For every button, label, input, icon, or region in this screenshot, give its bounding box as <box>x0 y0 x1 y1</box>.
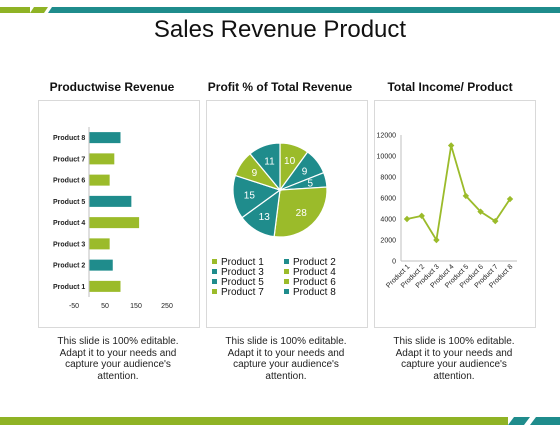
legend-item: Product 2 <box>284 257 336 268</box>
caption-line: capture your audience's <box>233 359 339 370</box>
pie-data-label: 13 <box>259 212 271 223</box>
caption-line: This slide is 100% editable. <box>57 336 179 347</box>
bar-category-label: Product 7 <box>53 156 85 163</box>
line-chart-panel: 0 2000 4000 6000 8000 10000 12000 Product 1 Prod… <box>374 100 536 328</box>
bar <box>89 238 110 250</box>
legend-swatch <box>284 288 289 294</box>
caption-line: attention. <box>265 370 307 382</box>
slide-title: Sales Revenue Product <box>153 16 407 43</box>
bar-category-label: Product 6 <box>53 178 85 185</box>
line-point <box>447 142 455 149</box>
legend-label: Product 6 <box>293 277 336 288</box>
bar-category-label: Product 3 <box>53 241 85 248</box>
bar <box>89 259 113 271</box>
bar-category-label: Product 2 <box>53 263 85 270</box>
line-point <box>477 208 484 215</box>
legend-item: Product 1 <box>212 257 264 268</box>
line-y-tick-label: 0 <box>392 259 396 266</box>
legend-item: Product 6 <box>284 277 336 288</box>
legend-label: Product 8 <box>293 287 336 298</box>
pie-data-label: 15 <box>244 190 256 201</box>
pie-data-label: 10 <box>284 156 296 167</box>
legend-label: Product 2 <box>293 257 336 268</box>
line-y-tick-label: 6000 <box>380 196 396 203</box>
bar-chart: Product 8 Product 7 Product 6 Product 5 Prod… <box>53 127 173 310</box>
bar <box>89 217 140 229</box>
legend-item: Product 3 <box>212 267 264 278</box>
caption-line: capture your audience's <box>65 359 171 370</box>
bar <box>89 195 132 207</box>
legend-swatch <box>212 288 217 294</box>
line-y-tick-label: 10000 <box>377 154 397 161</box>
caption-income: This slide is 100% editable. Adapt it to… <box>374 336 534 382</box>
bar-category-label: Product 8 <box>53 135 85 142</box>
legend-item: Product 4 <box>284 267 336 278</box>
bar-x-tick-label: 50 <box>101 303 109 310</box>
line-point <box>462 192 470 200</box>
line-y-tick-label: 2000 <box>380 238 396 245</box>
top-accent-bar <box>0 0 560 13</box>
caption-line: Adapt it to your needs and <box>227 347 345 359</box>
legend-label: Product 5 <box>221 277 264 288</box>
legend-swatch <box>212 278 217 284</box>
bar-x-tick-label: 150 <box>130 303 142 310</box>
pie-data-label: 5 <box>307 179 313 190</box>
caption-line: attention. <box>433 370 475 382</box>
caption-line: Adapt it to your needs and <box>59 347 177 359</box>
legend-label: Product 4 <box>293 267 336 278</box>
panel-title-revenue: Productwise Revenue <box>49 80 175 94</box>
bar <box>89 153 115 165</box>
legend-swatch <box>284 258 289 264</box>
bottom-accent-bar <box>0 412 560 425</box>
line-point <box>433 236 440 244</box>
panel-title-income: Total Income/ Product <box>387 80 513 94</box>
bar-category-label: Product 5 <box>53 199 85 206</box>
caption-revenue: This slide is 100% editable. Adapt it to… <box>38 336 198 382</box>
legend-item: Product 8 <box>284 287 336 298</box>
legend-item: Product 5 <box>212 277 264 288</box>
caption-line: capture your audience's <box>401 359 507 370</box>
pie-chart-panel: 10 9 5 28 13 15 9 11 <box>206 100 368 328</box>
bar-chart-panel: Product 8 Product 7 Product 6 Product 5 Prod… <box>38 100 200 328</box>
line-y-tick-label: 8000 <box>380 175 396 182</box>
legend-label: Product 7 <box>221 287 264 298</box>
legend-swatch <box>284 268 289 274</box>
pie-data-label: 9 <box>252 168 258 179</box>
legend-swatch <box>212 258 217 264</box>
pie-data-label: 9 <box>302 166 308 177</box>
bar <box>89 280 121 292</box>
line-point <box>506 195 514 203</box>
legend-label: Product 1 <box>221 257 264 268</box>
caption-line: This slide is 100% editable. <box>225 336 347 347</box>
caption-profit: This slide is 100% editable. Adapt it to… <box>206 336 366 382</box>
line-series <box>406 145 511 243</box>
bar-category-label: Product 4 <box>53 220 85 227</box>
legend-label: Product 3 <box>221 267 264 278</box>
line-y-tick-label: 12000 <box>377 133 397 140</box>
line-point <box>418 212 425 220</box>
line-y-tick-label: 4000 <box>380 217 396 224</box>
bar-x-tick-label: -50 <box>69 303 79 310</box>
legend-item: Product 7 <box>212 287 264 298</box>
bar-category-label: Product 1 <box>53 284 85 291</box>
panel-title-profit: Profit % of Total Revenue <box>207 80 353 94</box>
legend-swatch <box>284 278 289 284</box>
caption-line: This slide is 100% editable. <box>393 336 515 347</box>
bar <box>89 174 110 186</box>
caption-line: attention. <box>97 370 139 382</box>
line-point <box>403 215 411 223</box>
pie-slice <box>249 142 281 192</box>
pie-data-label: 11 <box>264 156 275 167</box>
pie-slice <box>273 186 328 238</box>
legend-swatch <box>212 268 217 274</box>
caption-line: Adapt it to your needs and <box>395 347 513 359</box>
line-point <box>492 217 499 225</box>
pie-data-label: 28 <box>296 208 308 219</box>
bar <box>89 132 121 144</box>
bar-x-tick-label: 250 <box>161 303 173 310</box>
